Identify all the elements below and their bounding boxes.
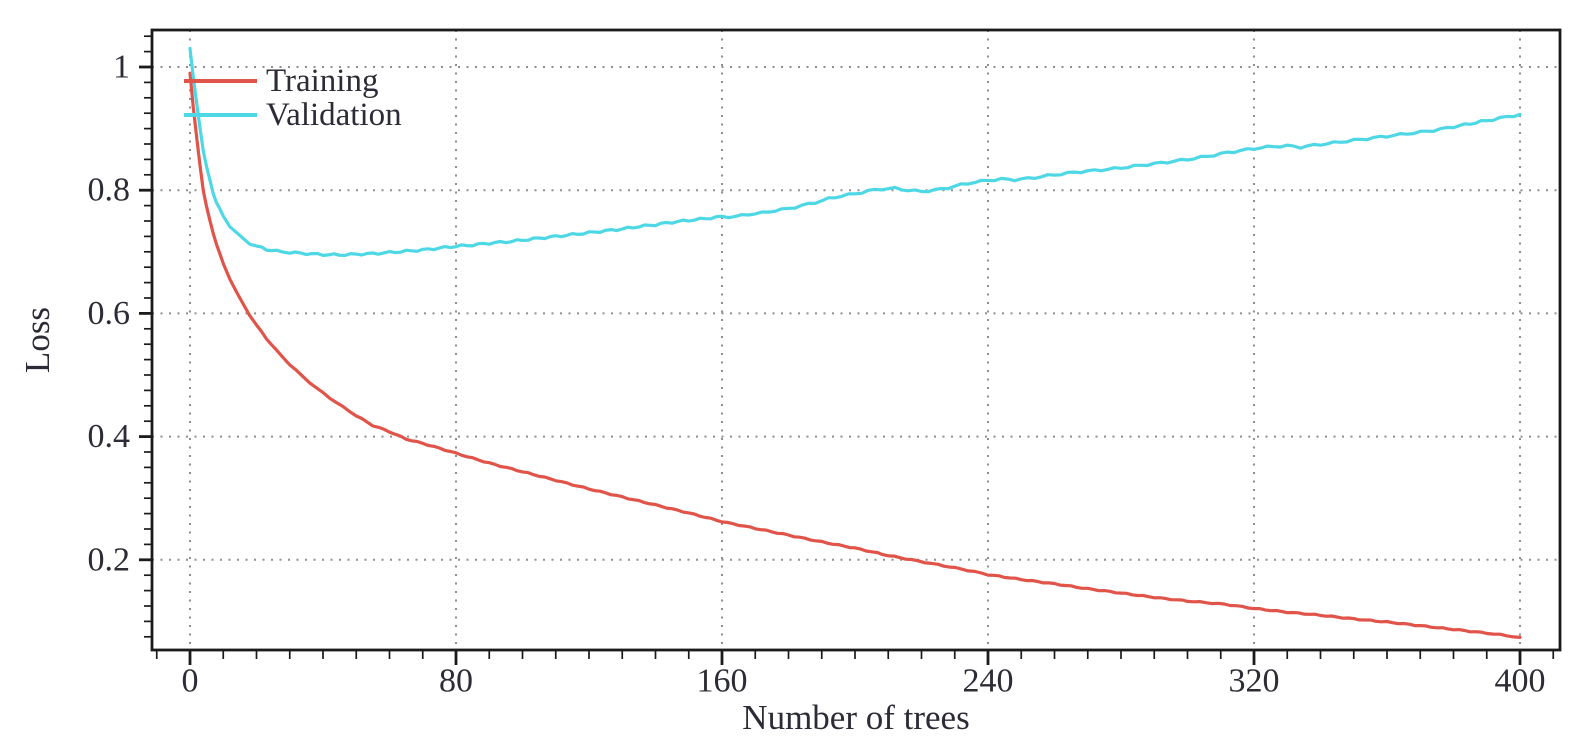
y-tick-label: 1 <box>113 49 130 86</box>
legend-label-validation: Validation <box>266 97 402 133</box>
legend-item-validation: Validation <box>184 98 402 132</box>
x-tick-label: 160 <box>697 663 748 700</box>
legend-line-validation <box>184 113 257 117</box>
x-axis-title: Number of trees <box>742 698 970 737</box>
y-tick-label: 0.8 <box>88 172 131 209</box>
plot-border <box>150 28 1562 652</box>
x-tick-label: 80 <box>439 663 473 700</box>
legend-line-training <box>184 79 257 83</box>
y-tick-label: 0.4 <box>88 418 131 455</box>
series-line-training <box>188 71 1522 640</box>
y-tick-label: 0.6 <box>88 295 131 332</box>
x-tick-label: 400 <box>1495 663 1546 700</box>
x-tick-label: 320 <box>1229 663 1280 700</box>
x-tick-label: 0 <box>182 663 199 700</box>
series-line-validation <box>188 46 1522 257</box>
y-tick-label: 0.2 <box>88 541 131 578</box>
legend: Training Validation <box>184 64 402 132</box>
x-tick-label: 240 <box>963 663 1014 700</box>
legend-label-training: Training <box>266 63 379 99</box>
legend-item-training: Training <box>184 64 402 98</box>
y-axis-title: Loss <box>18 306 57 374</box>
